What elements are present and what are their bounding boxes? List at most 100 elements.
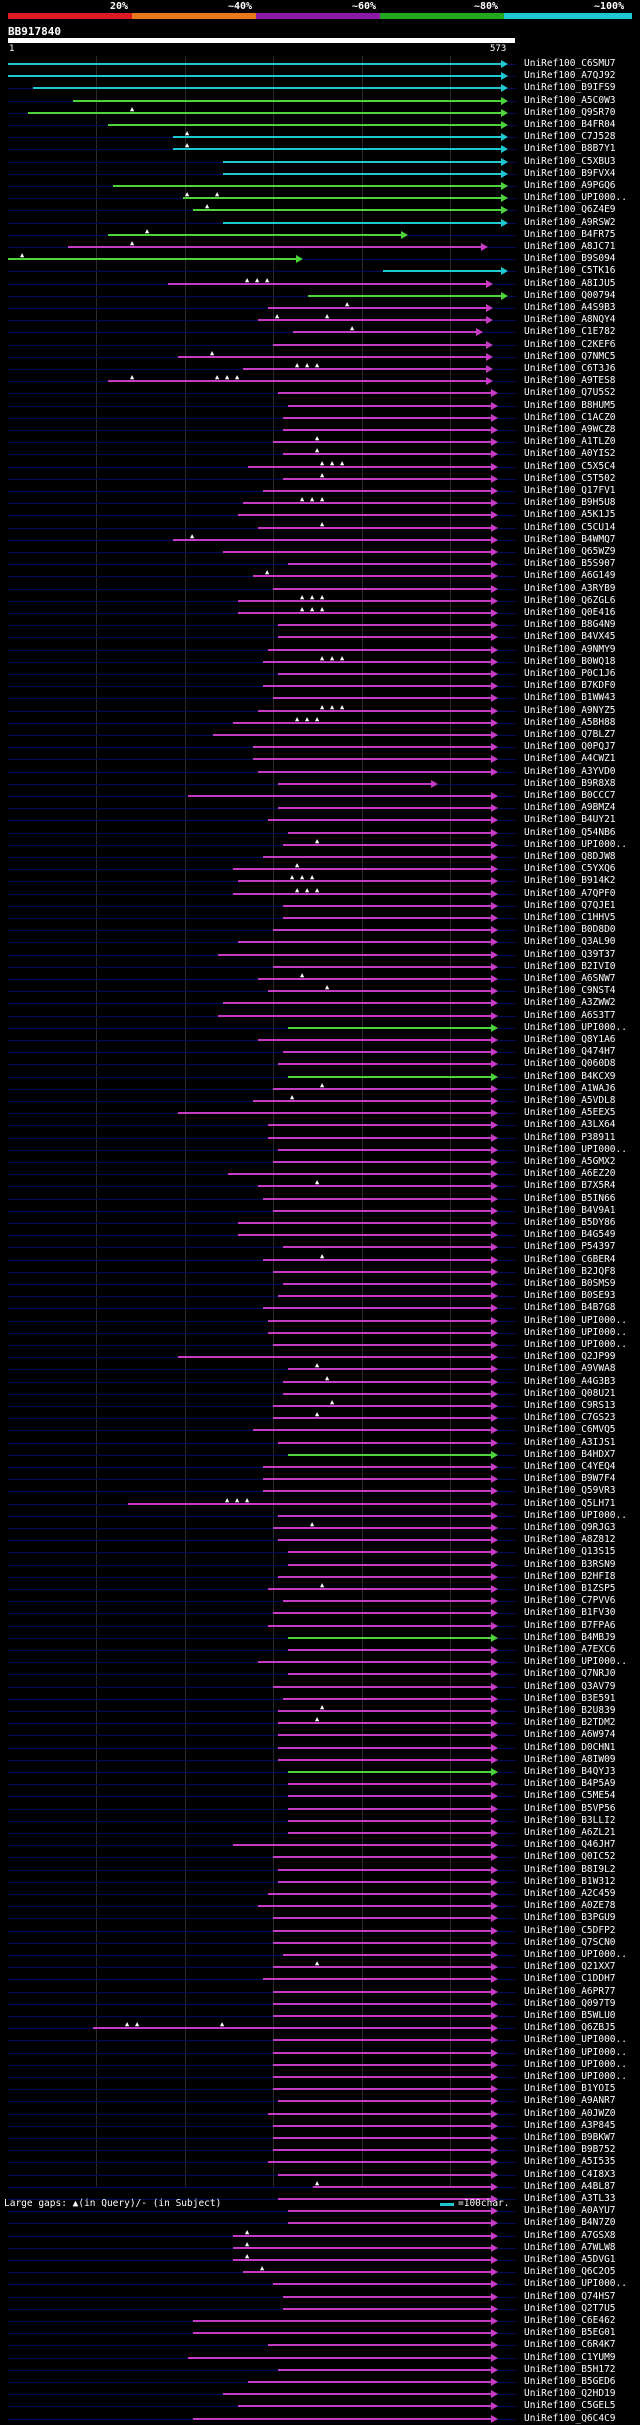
alignment-bar[interactable] [33, 87, 502, 90]
hit-row[interactable]: UniRef100_A5GMX2 [0, 1156, 640, 1168]
alignment-bar[interactable] [233, 2234, 492, 2237]
hit-row[interactable]: UniRef100_B3RSN9 [0, 1559, 640, 1571]
hit-row[interactable]: UniRef100_C5TK16 [0, 265, 640, 277]
alignment-bar[interactable] [273, 1856, 492, 1859]
hit-row[interactable]: UniRef100_Q8Y1A6 [0, 1034, 640, 1046]
hit-label[interactable]: UniRef100_A9WCZ8 [524, 424, 616, 435]
alignment-bar[interactable] [188, 2356, 492, 2359]
alignment-bar[interactable] [8, 75, 502, 78]
hit-row[interactable]: ▲ UniRef100_B2TDM2 [0, 1716, 640, 1729]
alignment-bar[interactable] [288, 1807, 492, 1810]
hit-row[interactable]: ▲ UniRef100_C5T502 [0, 471, 640, 485]
hit-label[interactable]: UniRef100_A9TES8 [524, 375, 616, 387]
alignment-bar[interactable] [218, 1014, 492, 1017]
hit-row[interactable]: ▲ UniRef100_Q9RJG3 [0, 1521, 640, 1534]
alignment-bar[interactable] [193, 2332, 492, 2335]
alignment-bar[interactable] [263, 856, 492, 858]
hit-label[interactable]: UniRef100_UPI000.. [524, 1339, 627, 1350]
hit-label[interactable]: UniRef100_Q6Z4E9 [524, 204, 616, 216]
hit-label[interactable]: UniRef100_B5WLU0 [524, 2010, 616, 2021]
hit-label[interactable]: UniRef100_A6EZ20 [524, 1168, 616, 1180]
hit-row[interactable]: UniRef100_P54397 [0, 1241, 640, 1253]
hit-label[interactable]: UniRef100_C5GEL5 [524, 2400, 616, 2412]
alignment-bar[interactable] [238, 612, 492, 614]
alignment-bar[interactable] [308, 294, 502, 297]
hit-label[interactable]: UniRef100_B4G549 [524, 1229, 616, 1241]
alignment-bar[interactable] [278, 1746, 492, 1749]
hit-label[interactable]: UniRef100_B2JQF8 [524, 1265, 616, 1277]
hit-label[interactable]: UniRef100_B5S907 [524, 558, 616, 570]
hit-label[interactable]: UniRef100_B7X5R4 [524, 1180, 616, 1192]
hit-row[interactable]: UniRef100_Q2HD19 [0, 2388, 640, 2400]
hit-row[interactable]: ▲ UniRef100_C7GS23 [0, 1411, 640, 1424]
alignment-bar[interactable] [273, 1990, 492, 1993]
alignment-bar[interactable] [313, 2185, 492, 2188]
hit-row[interactable]: UniRef100_B5H172 [0, 2364, 640, 2376]
alignment-bar[interactable] [273, 1612, 492, 1615]
hit-label[interactable]: UniRef100_C6BER4 [524, 1253, 616, 1265]
hit-row[interactable]: ▲ ▲ ▲ UniRef100_Q6ZGL6 [0, 593, 640, 607]
alignment-bar[interactable] [178, 355, 487, 358]
hit-row[interactable]: UniRef100_A9RSW2 [0, 217, 640, 229]
hit-row[interactable]: UniRef100_C5DFP2 [0, 1925, 640, 1937]
hit-row[interactable]: ▲ ▲ ▲ UniRef100_A5BH88 [0, 715, 640, 729]
hit-label[interactable]: UniRef100_A8Z812 [524, 1534, 616, 1546]
alignment-bar[interactable] [283, 2295, 492, 2298]
hit-label[interactable]: UniRef100_C5TK16 [524, 265, 616, 277]
alignment-bar[interactable] [273, 1929, 492, 1932]
alignment-bar[interactable] [288, 1673, 492, 1676]
hit-row[interactable]: UniRef100_Q097T9 [0, 1998, 640, 2010]
hit-label[interactable]: UniRef100_Q6C4C9 [524, 2412, 616, 2424]
hit-row[interactable]: UniRef100_C6R4K7 [0, 2339, 640, 2351]
alignment-bar[interactable] [238, 599, 492, 602]
hit-label[interactable]: UniRef100_Q6ZBJ5 [524, 2022, 616, 2034]
alignment-bar[interactable] [288, 1832, 492, 1834]
hit-row[interactable]: UniRef100_Q7SCN0 [0, 1937, 640, 1949]
alignment-bar[interactable] [183, 197, 502, 200]
hit-row[interactable]: ▲ UniRef100_B4WMQ7 [0, 532, 640, 546]
hit-row[interactable]: UniRef100_P0C1J6 [0, 668, 640, 680]
hit-row[interactable]: UniRef100_B1WW43 [0, 692, 640, 704]
hit-row[interactable]: UniRef100_A3IJS1 [0, 1437, 640, 1449]
hit-row[interactable]: UniRef100_P38911 [0, 1132, 640, 1144]
hit-row[interactable]: UniRef100_C5GEL5 [0, 2400, 640, 2412]
alignment-bar[interactable] [273, 2088, 492, 2091]
hit-label[interactable]: UniRef100_B2HFI8 [524, 1570, 616, 1582]
alignment-bar[interactable] [283, 429, 492, 431]
alignment-bar[interactable] [268, 2344, 492, 2347]
alignment-bar[interactable] [263, 1258, 492, 1261]
alignment-bar[interactable] [223, 2393, 492, 2396]
hit-label[interactable]: UniRef100_B8B7Y1 [524, 143, 616, 155]
hit-label[interactable]: UniRef100_A9NMY9 [524, 643, 616, 655]
alignment-bar[interactable] [268, 1624, 492, 1627]
hit-row[interactable]: UniRef100_B8I9L2 [0, 1864, 640, 1876]
alignment-bar[interactable] [238, 514, 492, 517]
alignment-bar[interactable] [273, 1685, 492, 1688]
alignment-bar[interactable] [283, 1051, 492, 1054]
alignment-bar[interactable] [238, 2405, 492, 2408]
alignment-bar[interactable] [278, 1710, 492, 1712]
alignment-bar[interactable] [258, 319, 487, 322]
hit-label[interactable]: UniRef100_A5EEX5 [524, 1107, 616, 1119]
hit-row[interactable]: UniRef100_Q7U5S2 [0, 387, 640, 399]
hit-label[interactable]: UniRef100_C1ACZ0 [524, 411, 616, 423]
hit-row[interactable]: ▲ UniRef100_UPI000.. [0, 837, 640, 851]
hit-row[interactable]: UniRef100_B2HFI8 [0, 1571, 640, 1583]
hit-label[interactable]: UniRef100_B1ZSP5 [524, 1583, 616, 1594]
hit-row[interactable]: UniRef100_Q54NB6 [0, 827, 640, 839]
alignment-bar[interactable] [278, 673, 492, 675]
alignment-bar[interactable] [273, 1941, 492, 1944]
hit-row[interactable]: UniRef100_C1HHV5 [0, 912, 640, 924]
alignment-bar[interactable] [268, 990, 492, 993]
hit-row[interactable]: UniRef100_B5WLU0 [0, 2010, 640, 2022]
hit-row[interactable]: UniRef100_D0CHN1 [0, 1742, 640, 1754]
hit-row[interactable]: ▲ ▲ ▲ UniRef100_B0WQ18 [0, 654, 640, 668]
hit-row[interactable]: UniRef100_Q0PQJ7 [0, 741, 640, 753]
hit-row[interactable]: ▲ UniRef100_A6SNW7 [0, 972, 640, 985]
alignment-bar[interactable] [288, 404, 492, 407]
hit-label[interactable]: UniRef100_B5VP56 [524, 1802, 616, 1814]
hit-row[interactable]: ▲ ▲ ▲ UniRef100_A8IJU5 [0, 276, 640, 290]
hit-row[interactable]: UniRef100_UPI000.. [0, 2278, 640, 2290]
hit-label[interactable]: UniRef100_C5XBU3 [524, 155, 616, 167]
hit-label[interactable]: UniRef100_C1E782 [524, 326, 616, 338]
